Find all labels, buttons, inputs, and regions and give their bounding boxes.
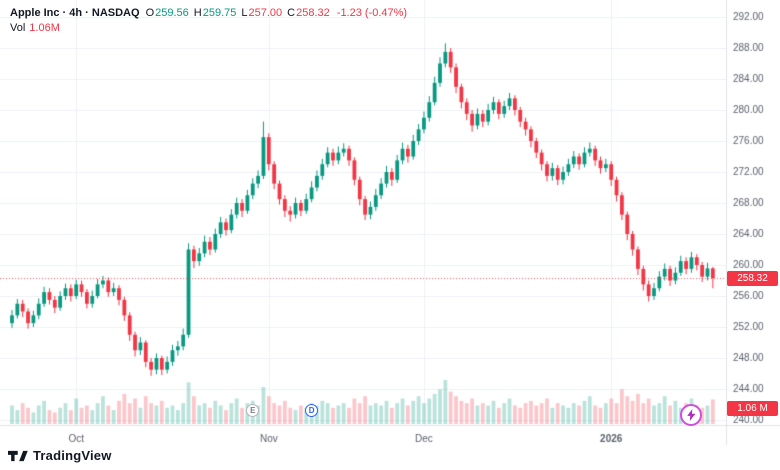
volume-label: Vol [10,22,26,34]
last-price-badge: 258.32 [727,270,778,286]
last-volume-badge: 1.06 M [727,401,778,416]
ohlc-open: O259.56 [145,7,189,19]
chart-legend: Apple Inc · 4h · NASDAQ O259.56 H259.75 … [10,6,407,35]
brand-name: TradingView [33,448,112,463]
dividend-marker[interactable]: D [305,404,319,417]
ohlc-high: H259.75 [193,7,237,19]
lightning-icon [686,409,696,421]
ohlc-low: L257.00 [241,7,283,19]
tradingview-logo-icon [8,449,28,463]
change-value: -1.23 (-0.47%) [336,7,408,19]
tradingview-logo[interactable]: TradingView [8,448,112,463]
earnings-marker[interactable]: E [246,404,260,417]
symbol-title[interactable]: Apple Inc · 4h · NASDAQ [10,7,140,19]
volume-value: 1.06M [29,22,60,34]
ohlc-close: C258.32 [287,7,330,19]
boost-button[interactable] [680,404,702,426]
